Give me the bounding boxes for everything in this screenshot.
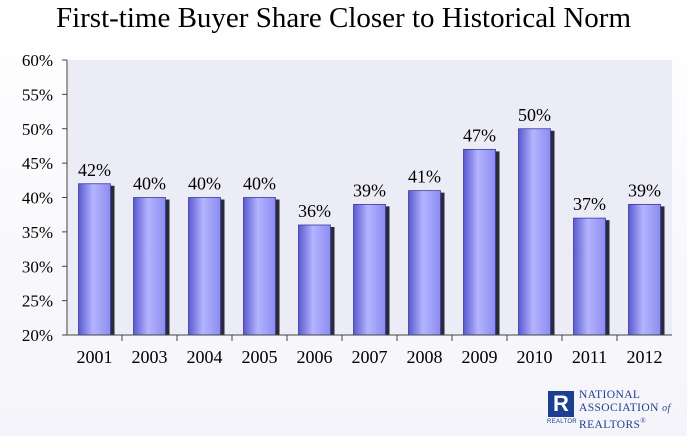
x-tick-label-2005: 2005	[242, 347, 278, 367]
bar-2011	[573, 217, 606, 336]
bar-2001	[78, 183, 111, 336]
data-label-2012: 39%	[628, 180, 661, 200]
data-label-2007: 39%	[353, 180, 386, 200]
y-tick-label: 35%	[22, 223, 53, 242]
bar-2010	[518, 128, 551, 336]
data-label-2011: 37%	[573, 194, 606, 214]
x-tick-label-2012: 2012	[627, 347, 663, 367]
y-axis-ticks: 20% 25% 30% 35% 40% 45% 50% 55% 60%	[22, 51, 67, 345]
data-label-2006: 36%	[298, 201, 331, 221]
logo-line1: NATIONAL	[579, 389, 641, 401]
y-tick-label: 55%	[22, 85, 53, 104]
logo-line3: REALTORS®	[579, 415, 671, 432]
y-tick-label: 45%	[22, 154, 53, 173]
bar-2005	[243, 197, 276, 336]
x-tick-label-2007: 2007	[352, 347, 388, 367]
data-labels: 42% 40% 40% 40% 36% 39% 41% 47% 50% 37% 39%	[78, 105, 661, 221]
y-tick-label: 30%	[22, 257, 53, 276]
data-label-2003: 40%	[133, 174, 166, 194]
y-tick-label: 20%	[22, 326, 53, 345]
bar-2009	[463, 148, 496, 336]
logo-sub: REALTOR	[547, 419, 577, 425]
x-tick-label-2010: 2010	[517, 347, 553, 367]
bar-2008	[408, 190, 441, 336]
logo-of: of	[662, 403, 671, 414]
bar-2004	[188, 197, 221, 336]
x-axis-ticks: 2001 2003 2004 2005 2006 2007 2008 2009 2010 2011…	[77, 335, 663, 367]
x-tick-label-2006: 2006	[297, 347, 333, 367]
data-label-2005: 40%	[243, 174, 276, 194]
y-tick-label: 25%	[22, 292, 53, 311]
bar-2012	[628, 203, 661, 336]
x-tick-label-2001: 2001	[77, 347, 113, 367]
y-tick-label: 40%	[22, 189, 53, 208]
nar-logo: R REALTOR NATIONAL ASSOCIATION of REALTO…	[546, 387, 681, 431]
realtor-r-icon: R	[548, 391, 574, 417]
data-label-2008: 41%	[408, 167, 441, 187]
x-tick-label-2008: 2008	[407, 347, 443, 367]
x-tick-label-2009: 2009	[462, 347, 498, 367]
data-label-2010: 50%	[518, 105, 551, 125]
x-tick-label-2011: 2011	[572, 347, 607, 367]
data-label-2001: 42%	[78, 160, 111, 180]
bar-2006	[298, 224, 331, 336]
x-tick-label-2003: 2003	[132, 347, 168, 367]
logo-line2: ASSOCIATION of	[579, 402, 671, 415]
data-label-2004: 40%	[188, 174, 221, 194]
y-tick-label: 60%	[22, 51, 53, 70]
logo-text: NATIONAL ASSOCIATION of REALTORS®	[579, 389, 671, 432]
bar-2007	[353, 203, 386, 336]
logo-reg: ®	[640, 417, 647, 425]
x-tick-label-2004: 2004	[187, 347, 223, 367]
chart-title: First-time Buyer Share Closer to Histori…	[55, 2, 632, 34]
bar-2003	[133, 197, 166, 336]
y-tick-label: 50%	[22, 120, 53, 139]
data-label-2009: 47%	[463, 125, 496, 145]
logo-line2a: ASSOCIATION	[579, 402, 659, 414]
bars	[78, 128, 665, 336]
logo-line3-text: REALTORS	[579, 418, 641, 431]
